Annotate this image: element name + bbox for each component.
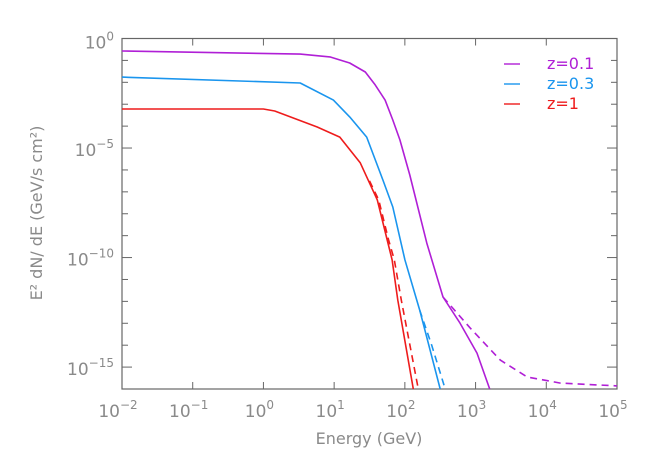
legend-label: z=0.1 [547, 54, 594, 73]
series-line-z01-solid [121, 50, 491, 390]
y-axis-label: E² dN/ dE (GeV/s cm²) [27, 126, 46, 301]
series-line-z01-dashed [442, 296, 618, 387]
y-tick-label: 100 [85, 30, 114, 54]
series-line-z03-dashed [418, 309, 446, 390]
legend-label: z=1 [547, 94, 579, 113]
y-tick-label: 10−10 [67, 247, 114, 271]
plot-frame [121, 37, 618, 390]
x-tick-label: 100 [245, 398, 274, 422]
x-tick-label: 102 [386, 398, 415, 422]
series-line-z1-dashed [368, 180, 420, 390]
series-line-z03-solid [121, 76, 441, 390]
x-axis-label: Energy (GeV) [316, 429, 423, 448]
x-tick-label: 101 [316, 398, 345, 422]
x-tick-label: 103 [457, 398, 486, 422]
x-tick-label: 10−2 [98, 398, 137, 422]
x-tick-label: 104 [528, 398, 557, 422]
legend-label: z=0.3 [547, 74, 594, 93]
series-line-z1-solid [122, 108, 415, 390]
x-tick-label: 105 [598, 398, 627, 422]
y-tick-label: 10−5 [75, 137, 114, 161]
y-tick-label: 10−15 [67, 356, 114, 380]
x-tick-label: 10−1 [169, 398, 208, 422]
